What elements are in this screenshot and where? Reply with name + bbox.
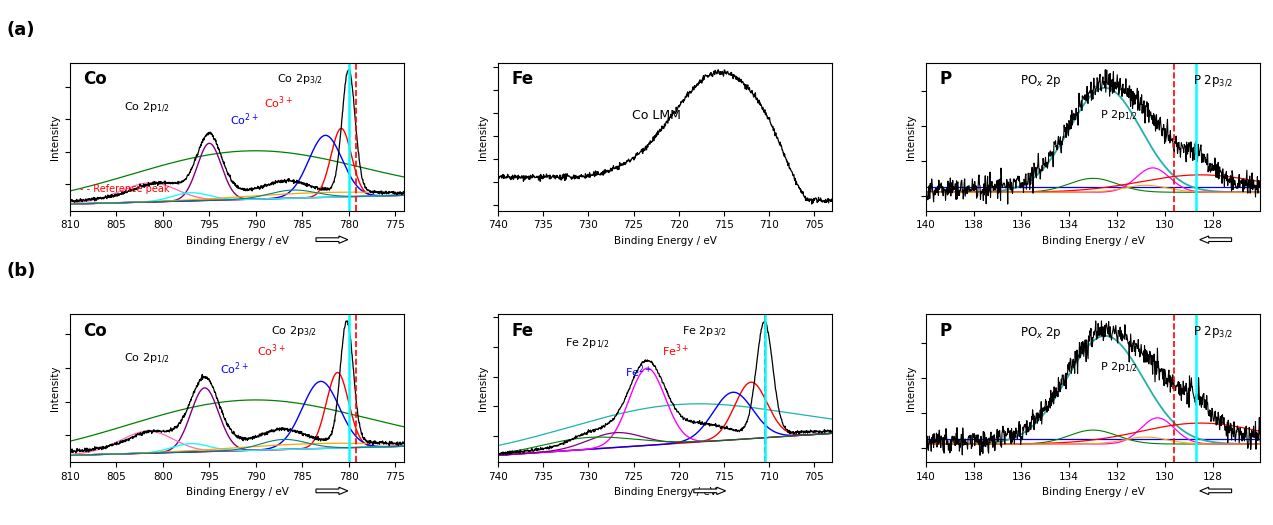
X-axis label: Binding Energy / eV: Binding Energy / eV <box>1041 487 1144 497</box>
Text: Co: Co <box>84 322 107 340</box>
Text: (b): (b) <box>6 262 36 280</box>
Text: Co$^{2+}$: Co$^{2+}$ <box>230 112 260 129</box>
Y-axis label: Intensity: Intensity <box>905 365 915 411</box>
X-axis label: Binding Energy / eV: Binding Energy / eV <box>614 236 717 246</box>
Y-axis label: Intensity: Intensity <box>50 365 60 411</box>
Text: PO$_x$ 2p: PO$_x$ 2p <box>1020 324 1062 341</box>
Y-axis label: Intensity: Intensity <box>477 114 488 160</box>
Text: Fe$^{3+}$: Fe$^{3+}$ <box>662 342 689 359</box>
Text: P 2p$_{1/2}$: P 2p$_{1/2}$ <box>1100 109 1138 123</box>
Text: - - Reference peak: - - Reference peak <box>80 184 169 194</box>
Text: Co LMM: Co LMM <box>631 109 681 122</box>
Text: Co$^{3+}$: Co$^{3+}$ <box>257 342 286 359</box>
Text: PO$_x$ 2p: PO$_x$ 2p <box>1020 74 1062 89</box>
Text: Co$^{2+}$: Co$^{2+}$ <box>220 360 250 377</box>
Text: Fe 2p$_{3/2}$: Fe 2p$_{3/2}$ <box>682 324 727 339</box>
Text: P 2p$_{3/2}$: P 2p$_{3/2}$ <box>1193 74 1234 89</box>
Text: Fe: Fe <box>512 70 533 88</box>
Text: (a): (a) <box>6 21 34 39</box>
X-axis label: Binding Energy / eV: Binding Energy / eV <box>186 236 289 246</box>
Text: Co 2p$_{1/2}$: Co 2p$_{1/2}$ <box>123 352 169 366</box>
Text: Co 2p$_{3/2}$: Co 2p$_{3/2}$ <box>278 74 323 88</box>
Text: P: P <box>939 70 951 88</box>
Text: Co$^{3+}$: Co$^{3+}$ <box>264 94 293 111</box>
X-axis label: Binding Energy / eV: Binding Energy / eV <box>614 487 717 497</box>
X-axis label: Binding Energy / eV: Binding Energy / eV <box>186 487 289 497</box>
Text: Co 2p$_{1/2}$: Co 2p$_{1/2}$ <box>123 100 169 114</box>
Text: Fe: Fe <box>512 322 533 340</box>
Y-axis label: Intensity: Intensity <box>905 114 915 160</box>
X-axis label: Binding Energy / eV: Binding Energy / eV <box>1041 236 1144 246</box>
Text: Co 2p$_{3/2}$: Co 2p$_{3/2}$ <box>271 324 317 339</box>
Text: P 2p$_{1/2}$: P 2p$_{1/2}$ <box>1100 361 1138 375</box>
Text: P 2p$_{3/2}$: P 2p$_{3/2}$ <box>1193 324 1234 340</box>
Y-axis label: Intensity: Intensity <box>477 365 488 411</box>
Text: Co: Co <box>84 70 107 88</box>
Text: Fe 2p$_{1/2}$: Fe 2p$_{1/2}$ <box>565 337 610 351</box>
Text: Fe$^{2+}$: Fe$^{2+}$ <box>625 363 653 380</box>
Y-axis label: Intensity: Intensity <box>50 114 60 160</box>
Text: P: P <box>939 322 951 340</box>
